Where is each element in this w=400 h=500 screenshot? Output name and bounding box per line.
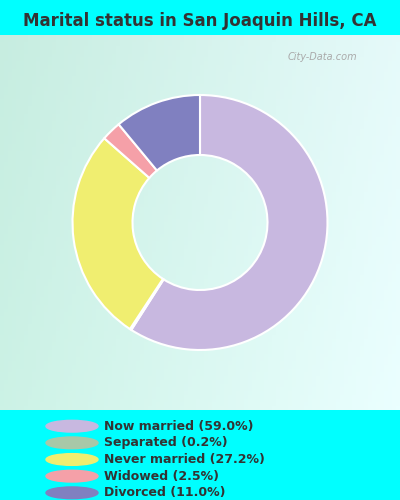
Wedge shape [130,279,164,330]
Wedge shape [131,95,328,350]
Text: Now married (59.0%): Now married (59.0%) [104,420,254,432]
Circle shape [46,420,98,432]
Text: Separated (0.2%): Separated (0.2%) [104,436,228,450]
Text: City-Data.com: City-Data.com [288,52,358,62]
Wedge shape [72,138,163,329]
Text: Never married (27.2%): Never married (27.2%) [104,453,265,466]
Wedge shape [119,95,200,170]
Circle shape [46,470,98,482]
Text: Widowed (2.5%): Widowed (2.5%) [104,470,219,482]
Circle shape [46,454,98,466]
Text: Divorced (11.0%): Divorced (11.0%) [104,486,226,500]
Wedge shape [104,124,157,178]
Text: Marital status in San Joaquin Hills, CA: Marital status in San Joaquin Hills, CA [23,12,377,30]
Circle shape [46,487,98,498]
Circle shape [46,437,98,448]
